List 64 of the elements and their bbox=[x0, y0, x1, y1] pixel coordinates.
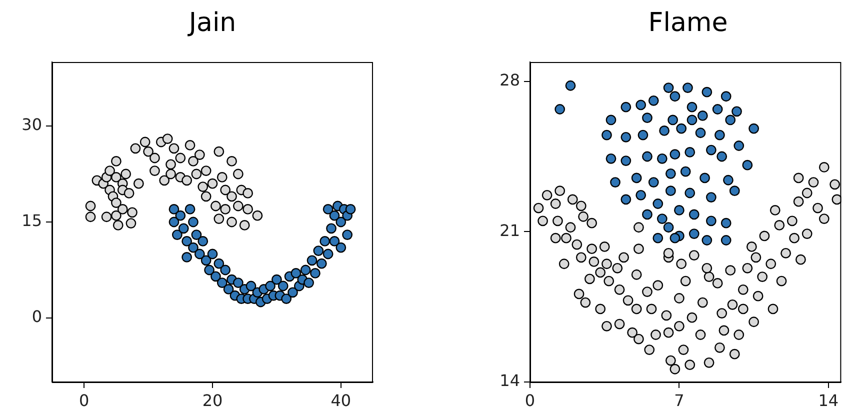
point bbox=[133, 178, 144, 189]
x-tick-label: 0 bbox=[524, 390, 536, 410]
point bbox=[168, 143, 180, 154]
point bbox=[210, 200, 221, 212]
y-tick-label: 21 bbox=[500, 220, 520, 240]
point bbox=[175, 152, 186, 164]
point bbox=[184, 140, 196, 150]
point bbox=[214, 214, 224, 224]
point bbox=[85, 212, 96, 222]
point bbox=[220, 204, 231, 214]
x-tick-label: 7 bbox=[674, 390, 684, 410]
x-tick-label: 0 bbox=[79, 390, 90, 410]
point bbox=[166, 168, 176, 180]
point bbox=[111, 210, 122, 221]
point bbox=[200, 166, 212, 176]
point bbox=[101, 212, 112, 222]
point bbox=[214, 146, 224, 157]
point bbox=[117, 204, 128, 214]
point bbox=[104, 166, 115, 176]
y-tick-label: 15 bbox=[22, 211, 42, 230]
point bbox=[130, 143, 141, 154]
point bbox=[191, 168, 202, 180]
point bbox=[226, 216, 237, 228]
point bbox=[124, 188, 134, 198]
point bbox=[232, 200, 244, 212]
y-tick-label: 14 bbox=[500, 371, 520, 390]
point bbox=[111, 156, 122, 166]
chart-title: Flame bbox=[647, 8, 729, 38]
point bbox=[242, 188, 254, 198]
point bbox=[112, 220, 124, 230]
point bbox=[188, 156, 198, 166]
point bbox=[126, 218, 136, 228]
point bbox=[159, 175, 170, 186]
point bbox=[226, 156, 237, 166]
point bbox=[207, 178, 218, 189]
y-tick-label: 28 bbox=[500, 70, 520, 90]
point bbox=[216, 172, 228, 182]
point bbox=[239, 220, 250, 230]
point bbox=[182, 175, 192, 186]
point bbox=[150, 152, 160, 164]
point bbox=[111, 172, 122, 182]
x-tick-label: 40 bbox=[330, 390, 352, 410]
point bbox=[85, 200, 96, 212]
x-tick-label: 14 bbox=[818, 390, 839, 410]
point bbox=[120, 168, 132, 180]
point bbox=[162, 134, 173, 144]
point bbox=[111, 198, 122, 208]
point bbox=[198, 182, 208, 192]
point bbox=[220, 184, 231, 196]
y-tick-label: 30 bbox=[22, 115, 42, 134]
x-tick-label: 20 bbox=[202, 390, 223, 410]
point bbox=[232, 168, 244, 180]
point bbox=[200, 191, 212, 202]
point bbox=[166, 159, 176, 170]
point bbox=[127, 207, 138, 218]
point bbox=[150, 166, 160, 176]
point bbox=[143, 146, 154, 157]
point bbox=[226, 191, 237, 202]
y-tick-label: 0 bbox=[32, 307, 42, 326]
point bbox=[252, 210, 263, 221]
chart-title: Jain bbox=[186, 8, 238, 38]
point bbox=[140, 136, 150, 148]
point bbox=[194, 150, 205, 160]
point bbox=[242, 204, 254, 214]
